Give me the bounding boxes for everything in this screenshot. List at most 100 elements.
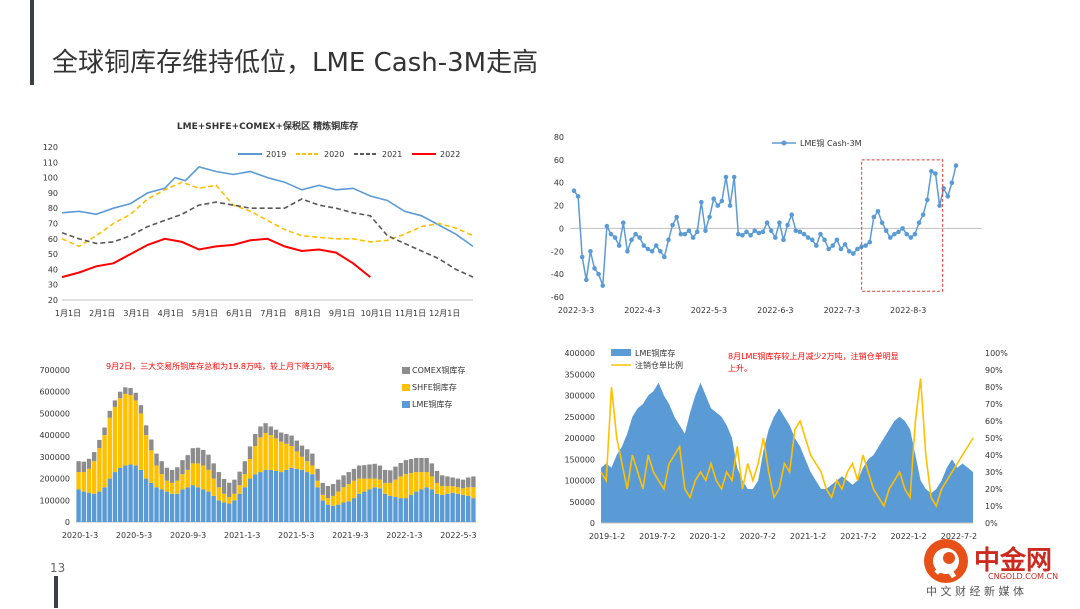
chart3-bar-segment (221, 493, 227, 503)
cash-3m-line-chart-svg: -60 -40 -20 0 20 40 60 80 2022-3-3 2022-4-3 2022-5… (551, 133, 982, 315)
chart4-legend-swatch-area (611, 349, 631, 356)
chart3-bar-segment (466, 477, 471, 488)
chart3-bar-segment (112, 400, 118, 407)
chart3-bar-segment (195, 447, 201, 464)
chart4-area-series (601, 382, 973, 523)
chart3-bar-segment (434, 493, 440, 522)
chart3-legend-swatch (402, 367, 410, 374)
chart4-ytick-right-label: 70% (985, 400, 1003, 409)
chart3-bar-segment (206, 469, 211, 492)
chart2-data-point (920, 212, 926, 218)
chart1-ytick-label: 100 (43, 174, 58, 183)
chart3-bar-segment (149, 439, 154, 451)
chart3-bar-segment (102, 427, 107, 436)
chart2-data-point (846, 248, 852, 254)
chart2-data-point (908, 235, 914, 240)
chart4-ytick-right-label: 100% (985, 349, 1008, 358)
chart3-bar-segment (159, 461, 164, 475)
chart3-bar-segment (123, 465, 128, 522)
chart3-bar-segment (429, 476, 435, 490)
chart2-data-point (571, 188, 577, 194)
chart3-bar-segment (351, 480, 357, 499)
chart2-data-point (805, 235, 811, 240)
chart3-bar-segment (278, 432, 284, 442)
chart2-series-line (573, 165, 957, 286)
chart2-data-point (584, 277, 589, 283)
chart2-data-point (756, 230, 762, 236)
chart3-bar-segment (315, 487, 320, 522)
chart2-xtick-label: 2022-7-3 (824, 306, 860, 315)
chart2-data-point (579, 254, 585, 260)
chart3-bar-segment (455, 478, 461, 488)
chart3-bar-segment (445, 493, 450, 522)
chart1-xtick-label: 7月1日 (260, 309, 286, 318)
chart3-bar-segment (149, 450, 154, 483)
chart2-data-point (855, 246, 860, 252)
chart3-bar-segment (450, 477, 455, 487)
chart2-ytick-label: -60 (551, 293, 564, 302)
chart2-data-point (723, 174, 729, 180)
chart3-bar-segment (91, 452, 97, 462)
chart3-bar-segment (263, 469, 268, 522)
chart3-bar-segment (232, 493, 237, 501)
chart3-bar-segment (310, 453, 315, 466)
chart4-ytick-right-label: 0% (985, 519, 998, 528)
chart2-data-point (768, 228, 774, 234)
chart2-data-point (690, 235, 696, 240)
chart1-xtick-label: 8月1日 (295, 309, 321, 318)
chart3-bar-segment (190, 485, 196, 522)
chart3-bar-segment (393, 497, 398, 522)
chart2-data-point (851, 251, 856, 256)
chart3-bar-segment (351, 498, 357, 522)
chart4-xtick-label: 2019-7-2 (639, 532, 675, 541)
chart3-bar-segment (382, 469, 388, 483)
chart3-bar-segment (112, 406, 118, 473)
chart1-xtick-label: 11月1日 (395, 309, 426, 318)
chart2-data-point (629, 237, 634, 243)
chart1-ytick-label: 80 (48, 204, 58, 213)
chart2-data-point (896, 229, 901, 235)
chart1-ytick-label: 110 (43, 158, 58, 167)
chart4-xtick-label: 2020-7-2 (740, 532, 776, 541)
chart3-bar-segment (346, 501, 351, 522)
chart3-bar-segment (362, 465, 367, 479)
chart3-bar-segment (320, 494, 325, 501)
chart2-data-point (625, 248, 630, 254)
chart4-xtick-label: 2021-7-2 (840, 532, 876, 541)
chart3-bar-segment (253, 446, 258, 475)
chart3-bar-segment (86, 492, 92, 522)
chart2-data-point (588, 248, 593, 254)
chart3-bar-segment (304, 472, 310, 522)
chart3-xtick-label: 2020-1-3 (62, 531, 98, 540)
chart3-annotation: 9月2日，三大交易所铜库存总和为19.8万吨，较上月下降3万吨。 (106, 361, 339, 371)
chart3-bar-segment (133, 400, 138, 466)
chart2-data-point (818, 231, 823, 237)
chart3-bar-segment (455, 487, 461, 494)
chart3-bar-segment (117, 398, 123, 468)
watermark-slogan: 中 文 财 经 新 媒 体 (926, 584, 1024, 598)
chart2-data-point (715, 203, 721, 208)
chart3-bar-segment (294, 451, 299, 469)
chart3-bar-segment (164, 467, 170, 481)
watermark-name: 中金网 (974, 545, 1052, 576)
chart2-data-point (616, 243, 622, 248)
chart2-data-point (736, 231, 741, 237)
chart3-bar-segment (367, 478, 372, 490)
chart2-data-point (838, 246, 844, 252)
chart3-bar-segment (294, 440, 299, 452)
chart3-ytick-label: 600000 (39, 388, 70, 397)
chart3-bar-segment (76, 472, 81, 490)
chart2-data-point (694, 229, 700, 235)
chart1-series-line-2022 (61, 237, 371, 279)
cngold-watermark: 中金网 CNGOLD.COM.CN 中 文 财 经 新 媒 体 (918, 533, 1078, 605)
chart3-bar-segment (414, 472, 419, 492)
chart1-legend-label: 2022 (440, 150, 460, 159)
chart1-series-line-2020 (61, 181, 474, 248)
chart3-bar-segment (143, 425, 149, 436)
chart2-data-point (883, 228, 889, 234)
chart3-bar-segment (81, 461, 86, 473)
chart2-ytick-label: 40 (554, 179, 564, 188)
chart3-legend-label: COMEX铜库存 (412, 365, 465, 375)
chart2-data-point (859, 244, 864, 250)
chart3-bar-segment (149, 482, 154, 522)
